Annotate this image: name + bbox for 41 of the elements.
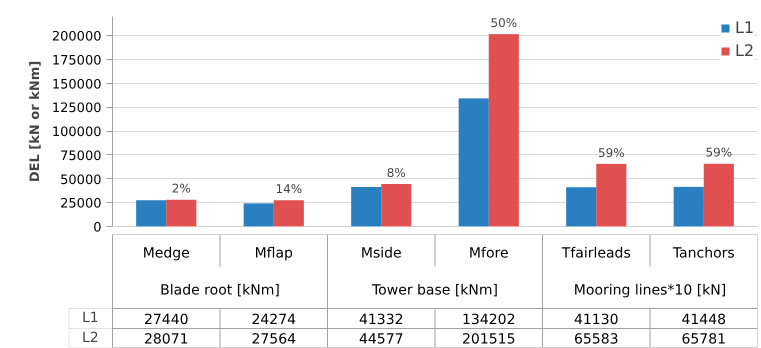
legend-label: L1 (735, 18, 755, 37)
data-label: 41332 (358, 312, 404, 328)
x-tick-label: Mflap (254, 246, 294, 262)
text: L1 (82, 310, 99, 326)
data-label: 201515 (462, 332, 516, 348)
annotation: 50% (490, 16, 518, 30)
data-label: 24274 (251, 312, 296, 328)
annotation: 8% (386, 166, 406, 180)
data-label: 134202 (462, 312, 516, 328)
y-tick-label: 175000 (52, 53, 102, 68)
data-label: 41130 (574, 312, 619, 328)
annotation: 59% (598, 146, 625, 160)
y-tick-label: 100000 (52, 125, 102, 140)
data-label: 28071 (144, 332, 189, 348)
y-axis-title: DEL [kN or kNm] (28, 60, 43, 182)
annotation: 2% (172, 182, 191, 196)
x-tick-label: Mfore (468, 246, 509, 262)
text: Blade root [kNm] (160, 282, 280, 298)
y-tick-label: 75000 (60, 148, 102, 164)
data-label: 27564 (251, 332, 296, 348)
x-tick-label: Mside (360, 246, 402, 262)
legend-label: L2 (735, 41, 755, 60)
y-tick-label: 125000 (52, 101, 102, 116)
x-tick-label: Tanchors (672, 246, 735, 262)
text: L2 (82, 330, 99, 346)
y-tick-label: 200000 (52, 30, 102, 45)
y-tick-label: 25000 (60, 196, 102, 212)
data-label: 65583 (574, 332, 619, 348)
x-tick-label: Medge (142, 246, 190, 262)
y-tick-label: 0 (93, 220, 102, 236)
text: Tower base [kNm] (371, 282, 498, 298)
annotation: 59% (705, 146, 732, 160)
annotation: 14% (275, 182, 302, 196)
y-tick-label: 150000 (52, 77, 102, 92)
data-label: 27440 (144, 312, 189, 328)
text: Mooring lines*10 [kN] (574, 282, 726, 298)
data-label: 44577 (358, 332, 404, 348)
data-label: 65781 (681, 332, 726, 348)
y-tick-label: 50000 (60, 172, 102, 188)
data-label: 41448 (681, 312, 726, 328)
x-tick-label: Tfairleads (560, 246, 631, 262)
